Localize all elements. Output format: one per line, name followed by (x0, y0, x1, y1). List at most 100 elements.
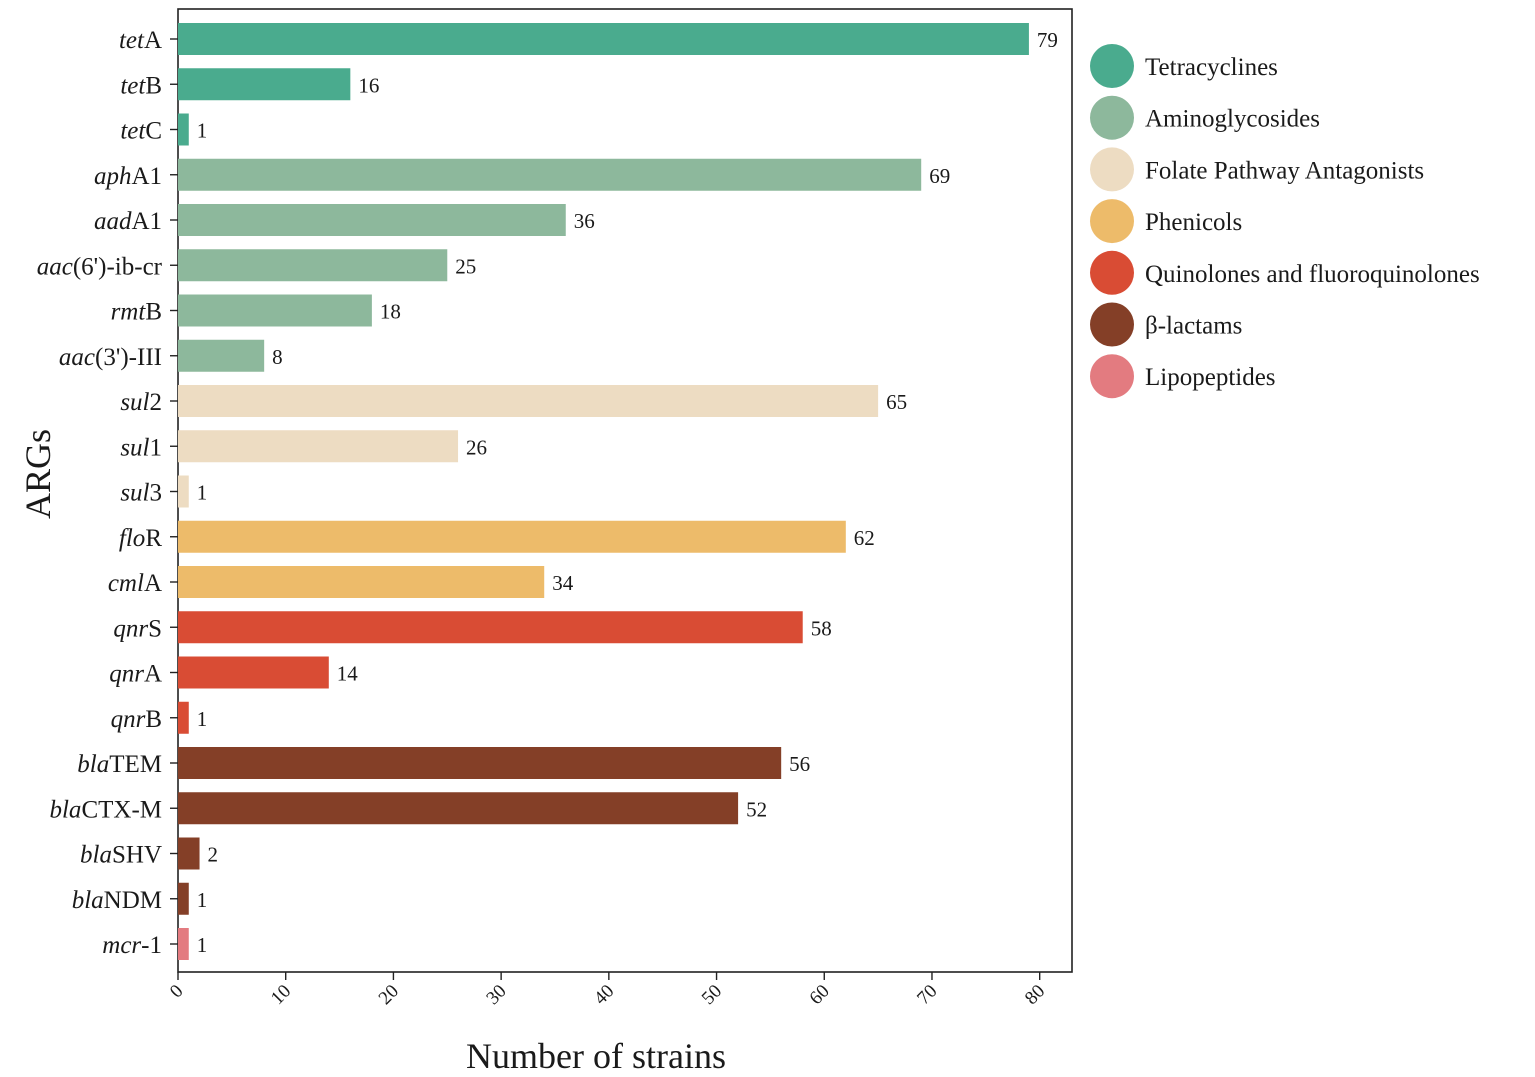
legend-label-phenicols: Phenicols (1145, 209, 1242, 236)
bars (178, 23, 1029, 960)
bar-blandm (178, 882, 189, 915)
bar-sul3 (178, 475, 189, 508)
bar-aac-6-ib-cr (178, 249, 448, 282)
category-label-sul3: sul3 (120, 480, 162, 507)
x-axis-ticks: 0 10 20 30 40 50 60 70 80 (166, 972, 1049, 1009)
bar-blatem (178, 747, 782, 779)
legend-marker-phenicols (1090, 199, 1134, 244)
value-label-tetc: 1 (197, 119, 208, 143)
x-tick-label: 70 (913, 981, 941, 1009)
bar-tetb (178, 68, 351, 101)
value-label-blandm: 1 (197, 888, 208, 912)
gene-suffix: CTX-M (81, 796, 162, 823)
bar-cmla (178, 566, 545, 598)
x-tick-label: 50 (698, 981, 726, 1009)
value-label-blashv: 2 (208, 843, 219, 867)
x-tick-label: 60 (806, 981, 834, 1009)
value-label-qnrb: 1 (197, 707, 208, 731)
gene-suffix: S (148, 615, 162, 642)
gene-suffix: B (145, 72, 162, 99)
category-label-blatem: blaTEM (77, 751, 162, 778)
value-label-teta: 79 (1037, 28, 1058, 52)
bar-qnrb (178, 701, 189, 734)
value-label-qnra: 14 (337, 662, 359, 686)
x-tick-label: 20 (375, 981, 403, 1009)
category-label-rmtb: rmtB (111, 299, 162, 326)
bar-blashv (178, 837, 200, 870)
category-labels: tetAtetBtetCaphA1aadA1aac(6')-ib-crrmtBa… (37, 27, 178, 959)
gene-suffix: TEM (109, 751, 162, 778)
gene-suffix: R (145, 525, 162, 552)
gene-suffix: NDM (104, 887, 162, 914)
gene-suffix: -1 (141, 932, 162, 959)
category-label-tetb: tetB (120, 72, 162, 99)
gene-suffix: C (145, 118, 162, 145)
legend-marker-lipopeptides (1090, 354, 1134, 399)
gene-italic: rmt (111, 299, 147, 326)
legend-label-quinolones-and-fluoroquinolones: Quinolones and fluoroquinolones (1145, 261, 1480, 288)
gene-italic: aad (94, 208, 132, 235)
category-label-cmla: cmlA (108, 570, 162, 597)
category-label-flor: floR (119, 525, 162, 552)
gene-suffix: 3 (150, 480, 163, 507)
gene-suffix: B (145, 706, 162, 733)
legend-label-aminoglycosides: Aminoglycosides (1145, 106, 1320, 133)
gene-italic: mcr (102, 932, 141, 959)
gene-suffix: (3')-III (95, 344, 162, 371)
gene-suffix: 2 (150, 389, 163, 416)
value-label-sul1: 26 (466, 435, 487, 459)
bar-qnrs (178, 611, 803, 644)
value-label-aac-6-ib-cr: 25 (455, 254, 476, 278)
gene-italic: aac (37, 253, 73, 280)
category-label-qnrb: qnrB (111, 706, 162, 733)
legend-marker-lactams (1090, 302, 1134, 347)
bar-rmtb (178, 294, 372, 327)
gene-italic: sul (120, 480, 149, 507)
legend-label-lactams: β-lactams (1145, 313, 1242, 340)
gene-suffix: A (144, 570, 162, 597)
y-axis-title: ARGs (18, 429, 58, 519)
value-label-sul3: 1 (197, 481, 208, 505)
value-label-rmtb: 18 (380, 300, 401, 324)
bar-tetc (178, 113, 189, 146)
legend-label-lipopeptides: Lipopeptides (1145, 364, 1276, 391)
x-tick-label: 10 (267, 981, 295, 1009)
value-label-tetb: 16 (358, 73, 379, 97)
bar-teta (178, 23, 1029, 55)
gene-italic: tet (120, 72, 146, 99)
legend-label-folate-pathway-antagonists: Folate Pathway Antagonists (1145, 157, 1424, 184)
x-tick-label: 40 (590, 981, 618, 1009)
value-label-cmla: 34 (552, 571, 574, 595)
gene-italic: tet (119, 27, 145, 54)
bar-qnra (178, 656, 329, 689)
bar-aac-3-iii (178, 339, 265, 372)
legend-marker-tetracyclines (1090, 44, 1134, 88)
x-tick-label: 30 (482, 981, 510, 1009)
bar-sul1 (178, 430, 459, 463)
category-label-teta: tetA (119, 27, 162, 54)
gene-italic: sul (120, 434, 149, 461)
gene-italic: qnr (111, 706, 146, 733)
bar-flor (178, 520, 846, 553)
value-label-blatem: 56 (789, 752, 810, 776)
legend: Tetracyclines Aminoglycosides Folate Pathw… (1090, 44, 1480, 399)
gene-italic: tet (120, 118, 146, 145)
gene-suffix: B (145, 299, 162, 326)
gene-suffix: 1 (150, 434, 163, 461)
gene-italic: aac (59, 344, 95, 371)
x-tick-label: 0 (166, 981, 188, 1003)
value-label-qnrs: 58 (811, 616, 832, 640)
category-label-aada1: aadA1 (94, 208, 162, 235)
gene-italic: flo (119, 525, 145, 552)
value-label-sul2: 65 (886, 390, 907, 414)
x-axis-title: Number of strains (466, 1036, 726, 1076)
legend-marker-quinolones-and-fluoroquinolones (1090, 250, 1134, 295)
legend-label-tetracyclines: Tetracyclines (1145, 54, 1278, 81)
category-label-sul1: sul1 (120, 434, 162, 461)
gene-suffix: A1 (131, 208, 162, 235)
category-label-apha1: aphA1 (94, 163, 162, 190)
category-label-aac-3-iii: aac(3')-III (59, 344, 162, 371)
x-tick-label: 80 (1021, 981, 1049, 1009)
